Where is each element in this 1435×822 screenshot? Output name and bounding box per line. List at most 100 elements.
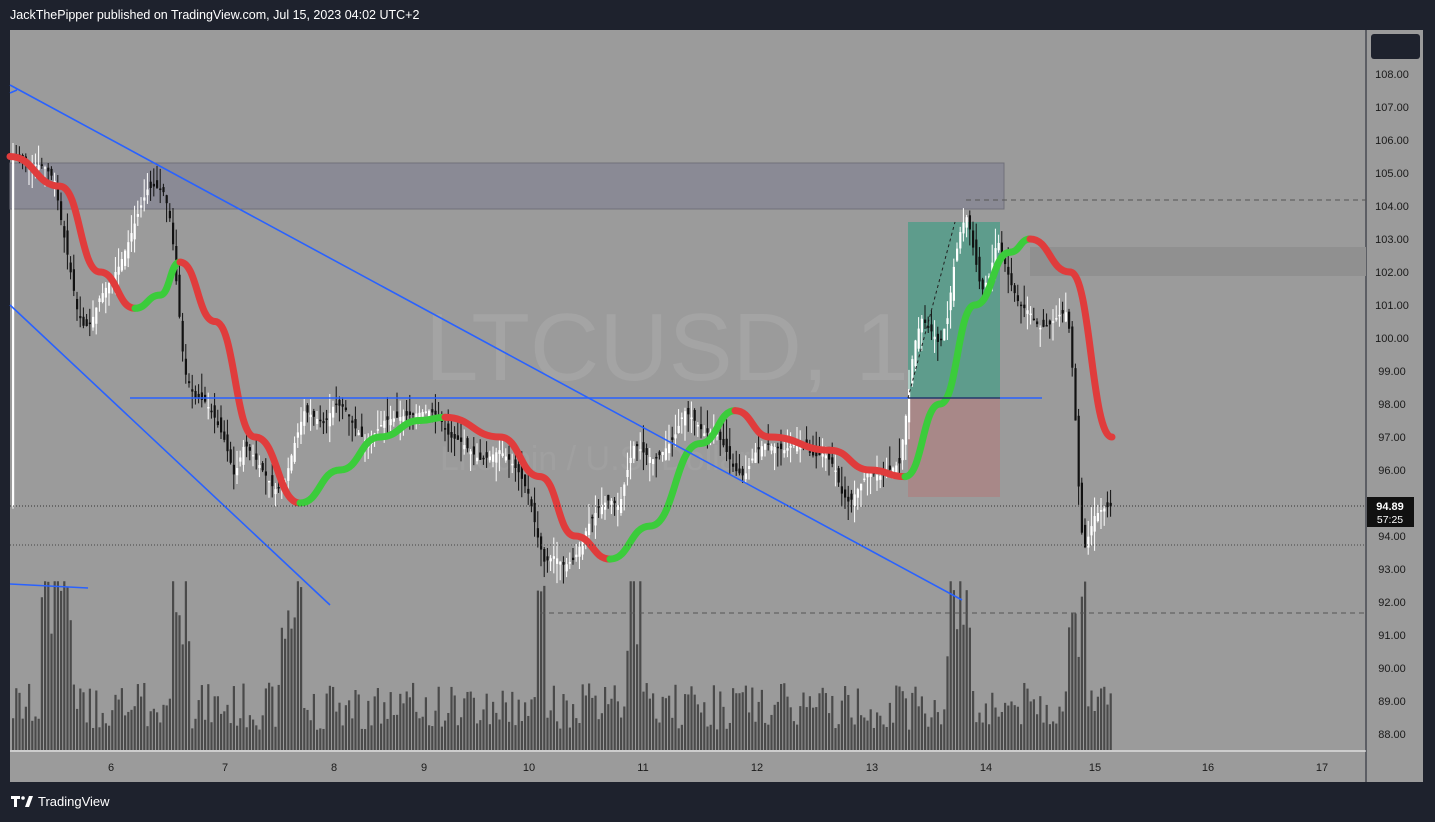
candle-body xyxy=(933,336,936,340)
candle-body xyxy=(511,463,514,466)
volume-bar xyxy=(911,692,914,750)
volume-bar xyxy=(1096,696,1099,750)
volume-bar xyxy=(76,708,79,750)
price-tick-label: 91.00 xyxy=(1378,630,1406,642)
candle-body xyxy=(434,410,437,415)
volume-bar xyxy=(466,691,469,750)
volume-bar xyxy=(642,691,645,750)
candle-body xyxy=(37,165,40,170)
volume-bar xyxy=(802,692,805,750)
candle-body xyxy=(546,556,549,561)
candle-body xyxy=(316,418,319,424)
volume-bar xyxy=(223,711,226,750)
volume-bar xyxy=(18,692,21,750)
volume-bar xyxy=(616,701,619,750)
volume-bar xyxy=(869,709,872,750)
volume-bar xyxy=(834,728,837,750)
candle-body xyxy=(869,470,872,477)
volume-bar xyxy=(204,719,207,750)
price-tick-label: 104.00 xyxy=(1375,201,1409,213)
volume-bar xyxy=(760,689,763,750)
volume-bar xyxy=(300,587,303,750)
candle-body xyxy=(898,457,901,464)
candle-body xyxy=(453,434,456,439)
candle-body xyxy=(495,452,498,463)
candle-body xyxy=(680,417,683,419)
candle-body xyxy=(978,256,981,282)
candle-body xyxy=(268,480,271,483)
volume-bar xyxy=(1080,596,1083,750)
volume-bar xyxy=(940,724,943,750)
volume-bar xyxy=(306,709,309,750)
candle-body xyxy=(616,505,619,510)
candle-body xyxy=(360,426,363,437)
volume-bar xyxy=(213,696,216,750)
volume-bar xyxy=(370,725,373,750)
wave-segment xyxy=(416,413,449,424)
volume-bar xyxy=(975,722,978,750)
candle-body xyxy=(261,463,264,471)
candle-body xyxy=(748,465,751,470)
volume-bar xyxy=(485,693,488,750)
volume-bar xyxy=(988,724,991,750)
candle-body xyxy=(818,452,821,456)
volume-bar xyxy=(351,718,354,750)
candle-body xyxy=(498,450,501,454)
candle-body xyxy=(60,201,63,221)
volume-bar xyxy=(434,710,437,750)
volume-bar xyxy=(492,701,495,750)
volume-bar xyxy=(450,686,453,750)
wave-segment xyxy=(296,466,344,507)
candle-body xyxy=(1045,325,1048,327)
candle-body xyxy=(997,242,1000,251)
candle-body xyxy=(744,473,747,480)
candle-body xyxy=(72,269,75,291)
toolbar-box[interactable] xyxy=(1371,34,1420,59)
price-tick-label: 88.00 xyxy=(1378,729,1406,741)
volume-bar xyxy=(357,694,360,750)
volume-bar xyxy=(754,721,757,750)
price-tick-label: 101.00 xyxy=(1375,300,1409,312)
volume-bar xyxy=(1052,721,1055,750)
candle-body xyxy=(274,489,277,495)
candle-body xyxy=(796,444,799,452)
footer-brand: TradingView xyxy=(38,793,110,809)
volume-bar xyxy=(831,695,834,750)
wave-segment xyxy=(251,433,304,507)
volume-bar xyxy=(210,722,213,750)
volume-bar xyxy=(140,696,143,750)
candle-body xyxy=(117,266,120,275)
volume-bar xyxy=(72,684,75,750)
volume-bar xyxy=(847,694,850,750)
candle-body xyxy=(847,496,850,502)
candle-body xyxy=(460,437,463,442)
volume-bar xyxy=(392,715,395,750)
candle-body xyxy=(456,435,459,440)
wave-segment xyxy=(571,532,614,563)
trendline-stub-top xyxy=(9,89,18,94)
volume-bar xyxy=(725,728,728,750)
candle-body xyxy=(469,451,472,455)
price-chart[interactable]: LTCUSD, 1 Litecoin / U.S. Dollar 108.001… xyxy=(0,0,1435,790)
volume-bar xyxy=(808,696,811,750)
candle-body xyxy=(904,415,907,445)
candle-body xyxy=(831,457,834,464)
candle-body xyxy=(181,320,184,352)
candle-body xyxy=(1100,509,1103,512)
candle-body xyxy=(1071,326,1074,368)
volume-bar xyxy=(764,722,767,750)
candle-body xyxy=(728,446,731,460)
candle-body xyxy=(56,183,59,201)
volume-bar xyxy=(207,684,210,750)
candle-body xyxy=(751,458,754,461)
candle-body xyxy=(684,411,687,426)
candle-body xyxy=(287,468,290,481)
wave-segment xyxy=(731,407,774,441)
volume-bar xyxy=(335,711,338,750)
candle-body xyxy=(920,318,923,333)
volume-bar xyxy=(472,697,475,750)
volume-bar xyxy=(741,692,744,750)
volume-bar xyxy=(92,727,95,750)
volume-bar xyxy=(354,690,357,750)
volume-bar xyxy=(1032,699,1035,750)
